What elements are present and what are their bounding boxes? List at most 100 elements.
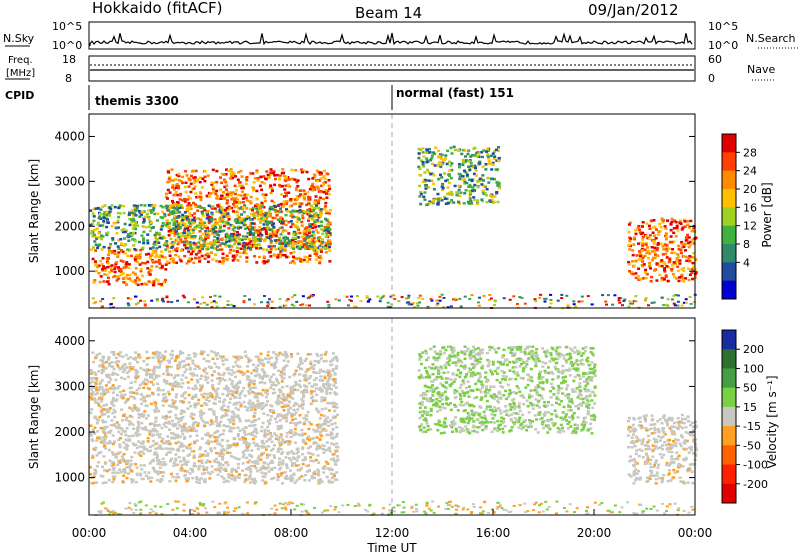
echo-cell xyxy=(161,393,165,396)
echo-cell xyxy=(205,211,208,214)
echo-cell xyxy=(152,367,156,371)
echo-cell xyxy=(279,185,283,188)
echo-cell xyxy=(301,194,305,197)
echo-cell xyxy=(448,169,452,172)
echo-cell xyxy=(269,233,273,236)
echo-cell xyxy=(481,155,484,159)
echo-cell xyxy=(136,301,140,304)
echo-cell xyxy=(167,440,171,443)
echo-cell xyxy=(168,361,171,364)
echo-cell xyxy=(643,271,647,274)
echo-cell xyxy=(249,408,253,412)
echo-cell xyxy=(272,383,276,387)
echo-cell xyxy=(107,448,111,452)
echo-cell xyxy=(256,212,260,215)
echo-cell xyxy=(204,235,207,239)
echo-cell xyxy=(200,461,204,465)
echo-cell xyxy=(470,294,474,297)
echo-cell xyxy=(303,210,307,213)
echo-cell xyxy=(297,455,301,458)
echo-cell xyxy=(269,184,273,188)
echo-cell xyxy=(131,409,135,412)
echo-cell xyxy=(318,261,322,265)
echo-cell xyxy=(249,248,253,251)
echo-cell xyxy=(245,256,249,259)
echo-cell xyxy=(186,407,190,410)
echo-cell xyxy=(216,435,220,439)
echo-cell xyxy=(157,410,161,413)
echo-cell xyxy=(209,251,213,254)
echo-cell xyxy=(421,180,425,183)
echo-cell xyxy=(250,243,254,247)
echo-cell xyxy=(197,481,201,485)
echo-cell xyxy=(508,298,512,301)
echo-cell xyxy=(244,182,248,186)
echo-cell xyxy=(161,404,165,407)
colorbar-swatch xyxy=(722,152,736,172)
echo-cell xyxy=(644,297,648,300)
echo-cell xyxy=(281,451,285,454)
echo-cell xyxy=(172,241,176,244)
echo-cell xyxy=(298,205,302,208)
echo-cell xyxy=(188,225,192,228)
echo-cell xyxy=(291,241,295,244)
echo-cell xyxy=(269,205,273,209)
echo-cell xyxy=(276,415,280,418)
echo-cell xyxy=(298,209,302,212)
echo-cell xyxy=(264,193,268,197)
echo-cell xyxy=(637,278,641,281)
echo-cell xyxy=(477,163,481,167)
echo-cell xyxy=(487,181,491,184)
echo-cell xyxy=(215,457,218,461)
echo-cell xyxy=(126,235,130,238)
echo-cell xyxy=(266,463,270,466)
echo-cell xyxy=(301,407,305,410)
echo-cell xyxy=(113,267,117,270)
echo-cell xyxy=(686,220,690,223)
echo-cell xyxy=(502,297,506,300)
echo-cell xyxy=(141,395,145,398)
echo-cell xyxy=(219,355,222,358)
echo-cell xyxy=(241,207,245,211)
echo-cell xyxy=(313,470,317,473)
echo-cell xyxy=(652,249,656,252)
echo-cell xyxy=(275,231,278,235)
echo-cell xyxy=(314,258,318,261)
echo-cell xyxy=(225,240,229,243)
echo-cell xyxy=(201,232,205,236)
echo-cell xyxy=(134,209,138,212)
echo-cell xyxy=(311,177,315,180)
echo-cell xyxy=(243,295,247,297)
echo-cell xyxy=(121,419,124,422)
echo-cell xyxy=(158,388,162,392)
echo-cell xyxy=(200,212,204,215)
echo-cell xyxy=(253,374,257,378)
echo-cell xyxy=(262,412,266,415)
echo-cell xyxy=(301,392,305,396)
echo-cell xyxy=(137,408,141,412)
echo-cell xyxy=(293,481,297,484)
echo-cell xyxy=(446,306,450,309)
echo-cell xyxy=(315,229,318,232)
echo-cell xyxy=(248,381,252,384)
echo-cell xyxy=(253,303,256,306)
echo-cell xyxy=(323,396,327,400)
echo-cell xyxy=(285,413,289,416)
echo-cell xyxy=(333,409,337,413)
echo-cell xyxy=(261,479,265,482)
echo-cell xyxy=(282,219,286,223)
echo-cell xyxy=(418,184,422,188)
echo-cell xyxy=(272,454,276,457)
echo-cell xyxy=(189,228,193,231)
echo-cell xyxy=(307,381,311,385)
echo-cell xyxy=(126,277,130,280)
echo-cell xyxy=(457,149,461,152)
echo-cell xyxy=(137,440,141,443)
echo-cell xyxy=(325,392,329,395)
echo-cell xyxy=(495,180,499,184)
echo-cell xyxy=(133,206,137,209)
echo-cell xyxy=(291,244,295,247)
echo-cell xyxy=(249,468,253,471)
echo-cell xyxy=(459,173,463,176)
echo-cell xyxy=(126,357,130,360)
